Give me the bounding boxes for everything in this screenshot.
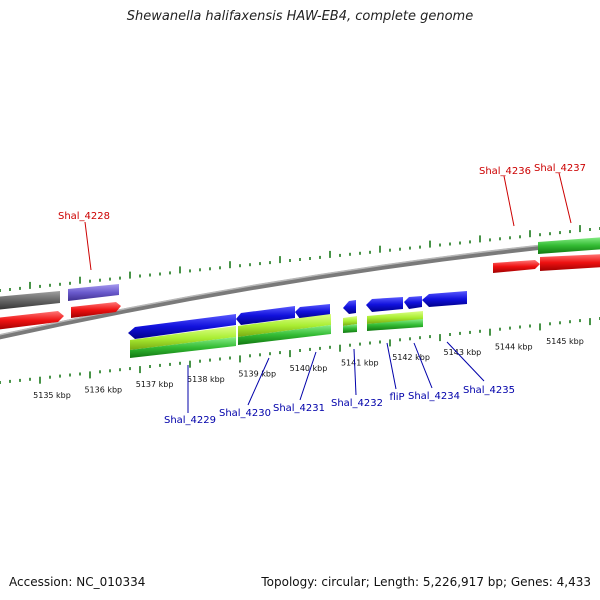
gene-shal4231[interactable]: [295, 304, 330, 319]
gene-red-shal4236[interactable]: [493, 260, 540, 273]
leader-shal4235: [446, 341, 485, 382]
gene-label-shal4232[interactable]: Shal_4232: [331, 398, 383, 409]
gene-flip[interactable]: [366, 297, 403, 312]
gene-label-shal4230[interactable]: Shal_4230: [219, 408, 271, 419]
scale-label: 5135 kbp: [33, 391, 71, 400]
lime-track-2: [238, 314, 331, 337]
green-track-2: [238, 325, 331, 345]
scale-label: 5143 kbp: [444, 348, 482, 357]
lower-scale-ticks: [0, 317, 600, 384]
gene-label-shal4236[interactable]: Shal_4236: [479, 166, 531, 177]
gene-red-left[interactable]: [0, 311, 64, 330]
accession-text: Accession: NC_010334: [9, 575, 146, 589]
leader-shal4228: [84, 221, 92, 271]
gene-label-flip[interactable]: fliP: [389, 392, 404, 403]
leader-shal4234: [413, 342, 433, 389]
upper-strand-genes: [0, 237, 600, 330]
genome-info-text: Topology: circular; Length: 5,226,917 bp…: [261, 575, 591, 589]
lime-track-1: [130, 326, 236, 350]
gene-shal4232[interactable]: [343, 300, 356, 314]
scale-label: 5142 kbp: [392, 353, 430, 362]
gene-red-shal4228[interactable]: [71, 302, 121, 318]
genome-backbone: [0, 238, 600, 340]
gene-shal4235[interactable]: [422, 291, 467, 307]
gene-labels: Shal_4228 Shal_4236 Shal_4237 Shal_4229 …: [58, 163, 586, 426]
gene-purple-shal4228[interactable]: [68, 284, 119, 301]
scale-labels: 5135 kbp 5136 kbp 5137 kbp 5138 kbp 5139 kbp…: [33, 337, 584, 400]
leader-shal4230: [247, 357, 270, 406]
leader-shal4231: [299, 351, 317, 401]
gene-label-shal4235[interactable]: Shal_4235: [463, 385, 515, 396]
map-title: Shewanella halifaxensis HAW-EB4, complet…: [126, 9, 474, 24]
gene-shal4230[interactable]: [236, 306, 295, 325]
green-track-1: [130, 337, 236, 358]
lower-strand-genes: [128, 291, 467, 358]
scale-label: 5136 kbp: [84, 386, 122, 395]
scale-label: 5145 kbp: [546, 337, 584, 346]
gene-label-shal4234[interactable]: Shal_4234: [408, 391, 460, 402]
gene-label-shal4237[interactable]: Shal_4237: [534, 163, 586, 174]
upper-scale-ticks: [0, 225, 600, 292]
scale-label: 5138 kbp: [187, 375, 225, 384]
scale-label: 5140 kbp: [290, 364, 328, 373]
scale-label: 5139 kbp: [238, 369, 276, 378]
leader-flip: [386, 342, 397, 390]
scale-label: 5141 kbp: [341, 359, 379, 368]
label-leader-lines: [84, 172, 572, 413]
scale-label: 5144 kbp: [495, 342, 533, 351]
gene-shal4234[interactable]: [404, 296, 422, 309]
gene-green-shal4237[interactable]: [538, 237, 600, 254]
gene-label-shal4229[interactable]: Shal_4229: [164, 415, 216, 426]
gene-label-shal4231[interactable]: Shal_4231: [273, 403, 325, 414]
gene-shal4229[interactable]: [128, 314, 236, 339]
leader-shal4236: [503, 175, 515, 227]
lime-track-3: [343, 316, 357, 326]
leader-shal4232: [353, 348, 357, 396]
green-track-4: [367, 319, 423, 331]
gene-gray-left[interactable]: [0, 291, 60, 310]
green-track-3: [343, 324, 357, 333]
gene-red-shal4237[interactable]: [540, 254, 600, 271]
gene-label-shal4228[interactable]: Shal_4228: [58, 211, 110, 222]
leader-shal4237: [558, 172, 572, 224]
genome-backbone-highlight: [0, 238, 600, 336]
scale-label: 5137 kbp: [136, 380, 174, 389]
